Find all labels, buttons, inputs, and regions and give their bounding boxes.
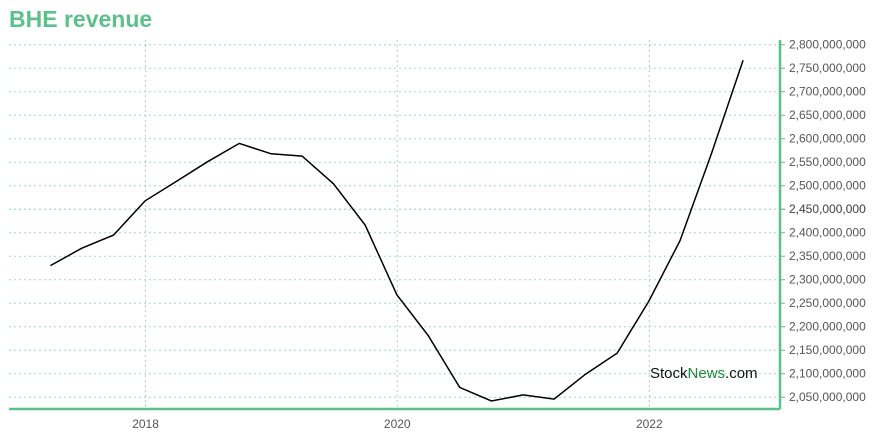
data-point [710,152,713,155]
y-tick-label: 2,250,000,000 [789,296,866,310]
data-point [144,199,147,202]
y-tick-label: 2,200,000,000 [789,320,866,334]
y-tick-label: 2,600,000,000 [789,132,866,146]
data-point [522,393,525,396]
data-point [616,352,619,355]
x-tick-label: 2020 [384,417,411,431]
series-line [50,59,744,402]
y-tick-label: 2,300,000,000 [789,273,866,287]
data-point [238,142,241,145]
grid-lines [9,40,780,409]
data-point [364,224,367,227]
y-tick-label: 2,450,000,000 [789,202,866,216]
axes [9,40,785,411]
y-tick-label: 2,800,000,000 [789,38,866,52]
chart-title: BHE revenue [9,6,153,32]
data-point [206,160,209,163]
data-point [270,152,273,155]
data-point [553,398,556,401]
data-point [175,180,178,183]
data-point [301,155,304,158]
data-point [80,247,83,250]
data-point [647,299,650,302]
y-tick-label: 2,150,000,000 [789,343,866,357]
data-point [458,386,461,389]
data-points [49,59,745,403]
y-tick-label: 2,700,000,000 [789,85,866,99]
tick-labels: 2,050,000,000 2,100,000,000 2,150,000,000 2… [132,38,866,431]
data-point [112,234,115,237]
y-tick-label: 2,550,000,000 [789,155,866,169]
data-point [332,182,335,185]
watermark: StockNews.com [650,365,758,382]
y-tick-label: 2,750,000,000 [789,61,866,75]
data-point [395,293,398,296]
watermark-part1: Stock [650,365,688,382]
data-point [742,59,745,62]
x-tick-label: 2022 [636,417,663,431]
data-point [584,373,587,376]
data-point [679,239,682,242]
y-tick-label: 2,450,000,000 [789,202,866,216]
data-point [49,264,52,267]
watermark-part2: News [687,365,726,382]
watermark-part3: .com [725,365,758,382]
y-tick-label: 2,100,000,000 [789,367,866,381]
data-point [490,400,493,403]
y-tick-label: 2,050,000,000 [789,390,866,404]
y-tick-label: 2,400,000,000 [789,226,866,240]
y-tick-label: 2,650,000,000 [789,108,866,122]
y-tick-label: 2,350,000,000 [789,249,866,263]
x-tick-label: 2018 [132,417,159,431]
data-point [427,334,430,337]
y-tick-label: 2,500,000,000 [789,179,866,193]
